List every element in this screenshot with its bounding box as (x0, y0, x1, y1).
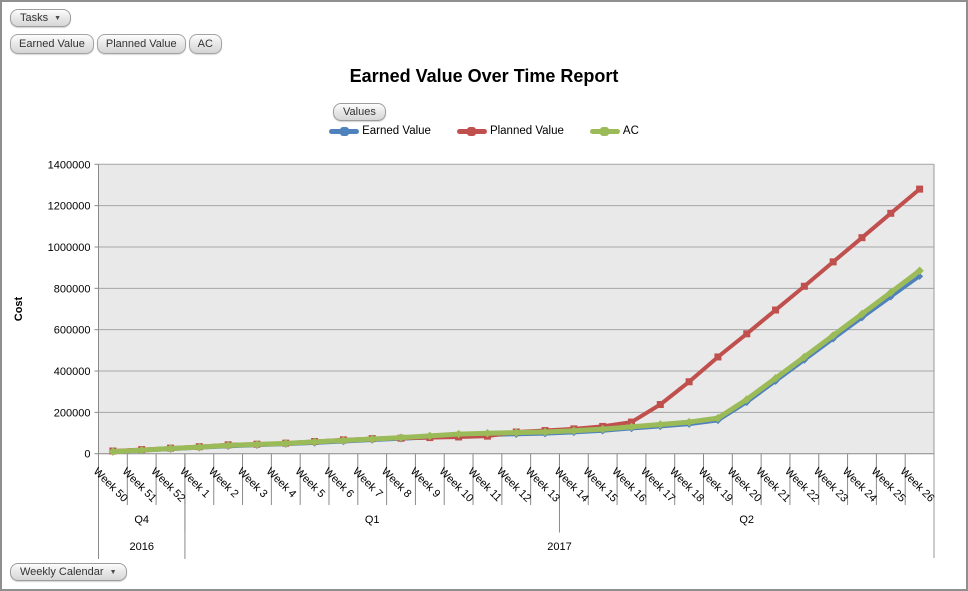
series-marker-planned-value (656, 401, 664, 409)
series-marker-ac (771, 374, 780, 383)
y-tick-label: 400000 (54, 366, 91, 378)
y-tick-label: 800000 (54, 283, 91, 295)
week-label: Week 7 (350, 466, 385, 501)
series-marker-ac (627, 422, 636, 432)
values-field-button[interactable]: Values (333, 103, 386, 121)
series-marker-planned-value (800, 282, 808, 290)
series-marker-planned-value (685, 378, 693, 386)
series-marker-ac (828, 331, 838, 340)
series-marker-ac (367, 434, 377, 444)
y-tick-label: 0 (84, 449, 90, 461)
legend-marker-planned-value (456, 126, 487, 136)
year-label: 2016 (129, 541, 153, 553)
legend-marker-ac (589, 126, 620, 136)
series-marker-ac (656, 420, 665, 429)
chevron-down-icon: ▼ (54, 14, 62, 22)
chart-legend: Earned Value Planned Value AC (2, 125, 966, 137)
series-marker-planned-value (829, 258, 837, 266)
quarter-label: Q2 (739, 514, 754, 526)
series-marker-ac (598, 424, 607, 434)
series-marker-ac (483, 428, 492, 438)
series-marker-ac (108, 447, 118, 456)
plot-area (98, 164, 934, 454)
legend-label: AC (622, 125, 639, 137)
series-marker-ac (195, 442, 204, 452)
legend-label: Earned Value (362, 125, 431, 137)
series-marker-planned-value (858, 234, 866, 242)
series-marker-planned-value (714, 353, 722, 361)
series-marker-planned-value (627, 418, 635, 426)
week-label: Week 4 (264, 466, 299, 501)
series-marker-ac (166, 444, 175, 453)
week-label: Week 6 (321, 466, 356, 501)
series-marker-ac (713, 413, 723, 423)
series-marker-ac (454, 429, 463, 439)
y-tick-label: 1200000 (48, 201, 91, 213)
week-label: Week 9 (408, 466, 443, 501)
y-tick-label: 1000000 (48, 242, 91, 254)
series-marker-ac (425, 431, 435, 441)
series-marker-ac (252, 440, 262, 449)
page-title: Earned Value Over Time Report (349, 66, 619, 86)
y-axis-title: Cost (13, 296, 25, 321)
series-marker-ac (512, 428, 521, 437)
series-marker-ac (569, 426, 579, 435)
series-marker-planned-value (772, 306, 780, 314)
filter-chip-ac[interactable]: AC (188, 34, 222, 54)
series-marker-ac (339, 436, 348, 445)
chevron-down-icon: ▼ (109, 568, 117, 576)
legend-item-ac: AC (589, 125, 639, 137)
year-label: 2017 (547, 541, 571, 553)
week-label: Week 8 (379, 466, 414, 501)
calendar-dropdown-button[interactable]: Weekly Calendar ▼ (10, 563, 127, 581)
y-tick-label: 200000 (54, 407, 91, 419)
filter-chip-earned-value[interactable]: Earned Value (10, 34, 94, 54)
series-marker-ac (684, 417, 694, 427)
values-field-label: Values (343, 106, 376, 118)
series-marker-ac (281, 439, 291, 448)
series-marker-ac (137, 445, 146, 455)
series-marker-planned-value (743, 330, 751, 338)
series-marker-ac (915, 266, 924, 276)
series-marker-ac (886, 288, 896, 297)
quarter-label: Q1 (365, 514, 380, 526)
series-marker-ac (540, 427, 550, 437)
week-label: Week 2 (206, 466, 241, 501)
series-marker-ac (223, 441, 233, 450)
series-marker-ac (800, 352, 809, 362)
series-marker-ac (857, 309, 867, 319)
week-label: Week 3 (235, 466, 270, 501)
y-tick-label: 1400000 (48, 159, 91, 171)
quarter-label: Q4 (134, 514, 149, 526)
tasks-dropdown-label: Tasks (20, 12, 49, 24)
legend-marker-earned-value (329, 126, 360, 136)
series-marker-ac (310, 437, 319, 447)
calendar-dropdown-label: Weekly Calendar (20, 566, 104, 578)
y-tick-label: 600000 (54, 325, 91, 337)
legend-item-earned-value: Earned Value (329, 125, 431, 137)
series-marker-ac (396, 433, 406, 442)
tasks-dropdown-button[interactable]: Tasks ▼ (10, 9, 72, 27)
field-chip-row: Earned Value Planned Value AC (10, 34, 222, 54)
series-marker-ac (742, 395, 751, 404)
week-label: Week 5 (292, 466, 327, 501)
series-marker-planned-value (916, 185, 924, 193)
legend-label: Planned Value (489, 125, 564, 137)
series-marker-planned-value (887, 209, 895, 217)
legend-item-planned-value: Planned Value (456, 125, 564, 137)
filter-chip-planned-value[interactable]: Planned Value (96, 34, 186, 54)
